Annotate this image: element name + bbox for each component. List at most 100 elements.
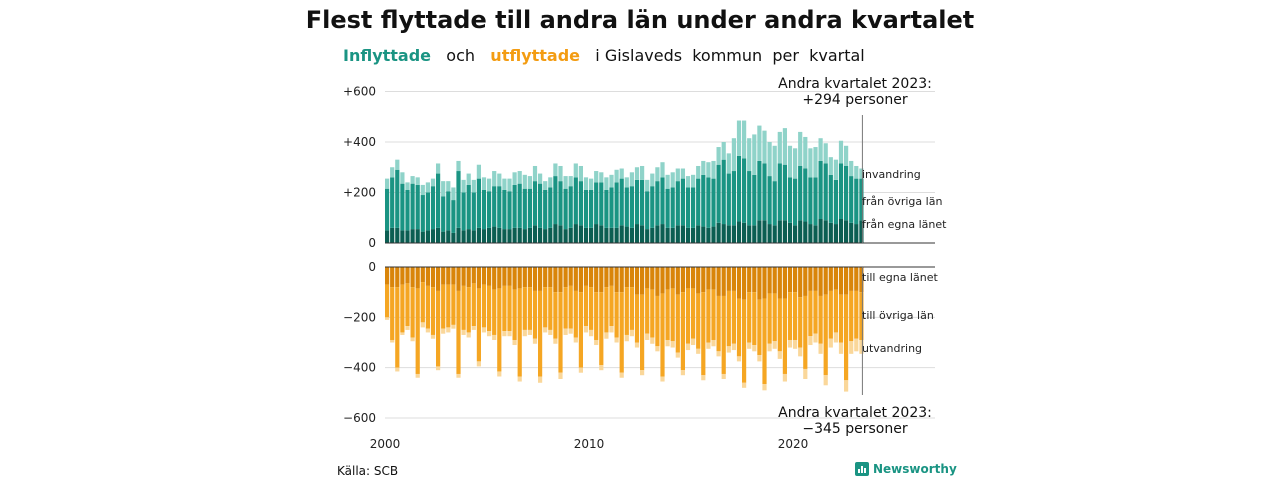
inflow-bar: [650, 227, 655, 243]
inflow-bar: [803, 221, 808, 243]
outflow-bar: [589, 287, 594, 330]
outflow-bar: [492, 267, 497, 290]
inflow-bar: [736, 155, 742, 222]
outflow-bar: [747, 342, 752, 349]
inflow-bar: [481, 177, 487, 190]
outflow-bar: [823, 267, 828, 295]
inflow-bar: [512, 172, 517, 185]
inflow-bar: [665, 174, 670, 189]
outflow-bar: [390, 339, 395, 343]
outflow-bar: [604, 287, 609, 333]
inflow-bar: [415, 229, 420, 243]
outflow-bar: [782, 267, 787, 299]
outflow-bar: [563, 287, 568, 329]
outflow-bar: [558, 372, 563, 380]
inflow-bar: [390, 177, 395, 228]
inflow-bar: [711, 226, 716, 243]
y-tick-label: +400: [343, 135, 376, 149]
outflow-bar: [716, 267, 721, 296]
inflow-bar: [640, 179, 645, 226]
inflow-bar: [558, 225, 563, 243]
inflow-bar: [818, 138, 823, 161]
inflow-bar: [456, 227, 461, 243]
inflow-bar: [655, 181, 660, 226]
outflow-bar: [645, 288, 650, 334]
inflow-bar: [782, 128, 787, 165]
inflow-bar: [604, 227, 609, 243]
x-tick-label: 2010: [574, 437, 605, 451]
outflow-bar: [441, 267, 446, 285]
outflow-bar: [425, 328, 430, 333]
inflow-bar: [568, 186, 573, 228]
inflow-bar: [650, 186, 655, 228]
outflow-bar: [527, 329, 532, 335]
outflow-bar: [461, 285, 466, 330]
outflow-bar: [777, 298, 782, 352]
inflow-bar: [655, 225, 660, 243]
inflow-bar: [578, 225, 583, 243]
x-tick-label: 2000: [370, 437, 401, 451]
outflow-bar: [481, 284, 487, 328]
outflow-bar: [798, 347, 803, 357]
inflow-bar: [451, 232, 456, 243]
inflow-bar: [527, 176, 532, 189]
inflow-bar: [634, 179, 640, 225]
outflow-bar: [420, 322, 425, 328]
outflow-bar: [456, 373, 461, 378]
chart-title: Flest flyttade till andra län under andr…: [305, 6, 975, 34]
outflow-bar: [604, 332, 609, 339]
inflow-bar: [675, 181, 680, 226]
inflow-bar: [385, 230, 390, 243]
inflow-bar: [517, 227, 522, 243]
outflow-bar: [680, 292, 685, 371]
inflow-bar: [859, 168, 864, 179]
outflow-bar: [665, 339, 670, 347]
outflow-bar: [583, 326, 589, 333]
annotation-top-line2: +294 personer: [802, 92, 908, 108]
inflow-bar: [793, 178, 798, 226]
subtitle-utflyttade: utflyttade: [490, 46, 581, 65]
outflow-bar: [568, 328, 573, 334]
inflow-bar: [808, 177, 813, 225]
inflow-bar: [757, 160, 762, 221]
outflow-bar: [512, 267, 517, 290]
brand-name: Newsworthy: [873, 462, 957, 476]
outflow-bar: [844, 267, 849, 295]
outflow-bar: [466, 287, 471, 333]
inflow-bar: [476, 164, 481, 179]
inflow-bar: [645, 179, 650, 192]
outflow-bar: [701, 292, 706, 376]
inflow-bar: [742, 158, 747, 223]
inflow-bar: [568, 176, 573, 187]
outflow-bar: [736, 356, 742, 362]
outflow-bar: [583, 267, 589, 286]
outflow-bar: [798, 267, 803, 298]
outflow-bar: [716, 295, 721, 352]
inflow-bar: [599, 182, 604, 226]
outflow-bar: [558, 292, 563, 373]
outflow-bar: [415, 267, 420, 289]
inflow-bar: [660, 224, 665, 243]
inflow-bar: [527, 227, 532, 243]
inflow-bar: [522, 174, 527, 189]
outflow-bar: [696, 267, 701, 294]
inflow-bar: [583, 189, 589, 228]
inflow-bar: [420, 195, 425, 232]
inflow-bar: [772, 225, 777, 243]
inflow-bar: [711, 160, 716, 179]
outflow-bar: [532, 338, 538, 344]
inflow-bar: [589, 227, 594, 243]
outflow-bar: [665, 267, 670, 290]
inflow-bar: [502, 189, 507, 230]
inflow-bar: [532, 181, 538, 226]
inflow-bar: [680, 225, 685, 243]
inflow-bar: [696, 165, 701, 179]
inflow-bar: [742, 222, 747, 243]
outflow-bar: [400, 332, 405, 335]
outflow-bar: [573, 337, 578, 343]
outflow-bar: [803, 295, 808, 369]
outflow-bar: [410, 337, 415, 342]
inflow-bar: [701, 160, 706, 175]
outflow-bar: [415, 373, 420, 378]
outflow-bar: [410, 287, 415, 338]
